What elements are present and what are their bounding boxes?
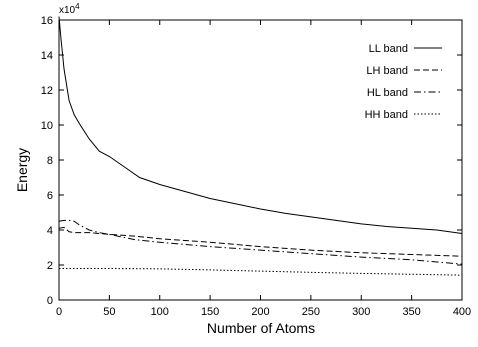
y-axis-multiplier: x104 <box>59 2 80 16</box>
x-tick-label: 300 <box>352 306 370 318</box>
series-line-4 <box>59 269 462 276</box>
y-axis-label: Energy <box>14 148 30 192</box>
x-axis-label: Number of Atoms <box>207 320 315 336</box>
legend-label-4: HH band <box>365 109 408 121</box>
y-tick-label: 10 <box>41 120 53 132</box>
x-tick-label: 150 <box>201 306 219 318</box>
x-axis-ticks: 0 50 100 150 200 250 300 350 400 <box>56 20 471 318</box>
series-line-2 <box>59 227 462 256</box>
x-tick-label: 200 <box>251 306 269 318</box>
x-tick-label: 0 <box>56 306 62 318</box>
y-tick-label: 12 <box>41 85 53 97</box>
y-tick-label: 2 <box>47 260 53 272</box>
series-layer <box>59 17 462 276</box>
legend: LL band LH band HL band HH band <box>365 43 442 121</box>
plot-frame <box>59 20 462 300</box>
x-tick-label: 50 <box>103 306 115 318</box>
x-tick-label: 400 <box>453 306 471 318</box>
y-tick-label: 0 <box>47 295 53 307</box>
x-tick-label: 350 <box>402 306 420 318</box>
x-tick-label: 250 <box>302 306 320 318</box>
y-tick-label: 14 <box>41 50 53 62</box>
legend-label-2: LH band <box>366 65 408 77</box>
legend-label-3: HL band <box>367 87 408 99</box>
y-axis-multiplier-exponent: 4 <box>75 2 80 11</box>
plot-border <box>59 20 462 300</box>
legend-label-1: LL band <box>369 43 408 55</box>
y-axis-ticks: 0 2 4 6 8 10 12 14 16 <box>41 15 462 307</box>
y-tick-label: 8 <box>47 155 53 167</box>
x-tick-label: 100 <box>151 306 169 318</box>
y-tick-label: 6 <box>47 190 53 202</box>
y-axis-multiplier-base: x10 <box>59 5 76 16</box>
series-line-3 <box>59 220 462 264</box>
y-tick-label: 16 <box>41 15 53 27</box>
y-tick-label: 4 <box>47 225 53 237</box>
